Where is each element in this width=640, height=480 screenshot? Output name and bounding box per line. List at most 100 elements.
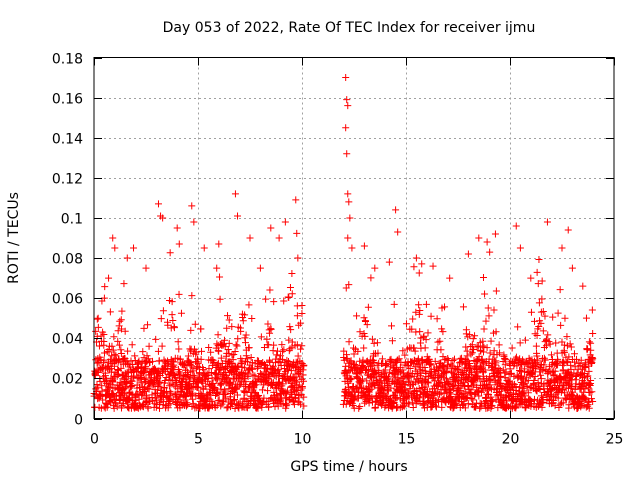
data-point [168,298,176,306]
data-point [392,394,400,402]
data-point [230,350,238,358]
data-point [258,386,266,394]
data-point [171,374,179,382]
data-point [189,391,197,399]
data-point [166,400,174,408]
data-point [388,337,396,345]
data-point [236,324,244,332]
data-point [224,312,232,320]
data-point [212,376,220,384]
data-point [345,383,353,391]
data-point [371,264,379,272]
data-point [483,344,491,352]
data-point [490,306,498,314]
data-point [194,359,202,367]
data-point [159,214,167,222]
data-point [148,391,156,399]
data-point [487,393,495,401]
data-point [481,290,489,298]
data-point [287,367,295,375]
data-point [187,326,195,334]
data-point [257,333,265,341]
data-point [110,404,118,412]
data-point [135,395,143,403]
data-point [422,300,430,308]
data-point [273,351,281,359]
data-point [449,356,457,364]
data-point [367,385,375,393]
data-point [100,356,108,364]
data-point [273,391,281,399]
data-point [460,390,468,398]
x-tick-label: 15 [398,432,416,448]
data-point [222,394,230,402]
data-point [215,240,223,248]
data-point [477,403,485,411]
data-point [298,301,306,309]
data-point [477,388,485,396]
data-point [280,297,288,305]
data-point [381,403,389,411]
data-point [220,336,228,344]
data-point [124,403,132,411]
data-point [111,351,119,359]
data-point [358,375,366,383]
data-point [217,385,225,393]
data-point [409,404,417,412]
data-point [344,102,352,110]
data-point [567,343,575,351]
data-point [376,378,384,386]
data-point [457,358,465,366]
data-point [215,347,223,355]
data-point [213,264,221,272]
data-point [241,311,249,319]
data-point [235,382,243,390]
data-point [421,344,429,352]
data-point [188,202,196,210]
data-point [136,375,144,383]
data-point [453,401,461,409]
data-point [446,386,454,394]
data-point [479,337,487,345]
data-point [527,308,535,316]
data-point [456,387,464,395]
data-point [411,347,419,355]
data-point [241,374,249,382]
data-point [527,274,535,282]
data-point [170,324,178,332]
data-point [360,314,368,322]
data-point [223,324,231,332]
data-point [483,238,491,246]
x-axis-label: GPS time / hours [290,459,407,475]
data-point [217,380,225,388]
data-point [195,401,203,409]
data-point [299,366,307,374]
data-point [486,248,494,256]
data-point [128,341,136,349]
data-point [149,357,157,365]
data-point [169,316,177,324]
data-point [134,365,142,373]
data-point [371,403,379,411]
data-point [436,337,444,345]
data-point [344,379,352,387]
data-point [402,320,410,328]
data-point [123,379,131,387]
data-point [477,364,485,372]
data-point [514,323,522,331]
data-point [405,400,413,408]
data-point [495,341,503,349]
data-point [368,335,376,343]
data-point [265,403,273,411]
data-point [343,96,351,104]
data-point [278,347,286,355]
data-point [390,300,398,308]
data-point [564,226,572,234]
data-point [105,274,113,282]
data-point [543,218,551,226]
data-point [300,393,308,401]
data-point [458,359,466,367]
data-point [275,378,283,386]
data-point [192,348,200,356]
data-point [184,401,192,409]
